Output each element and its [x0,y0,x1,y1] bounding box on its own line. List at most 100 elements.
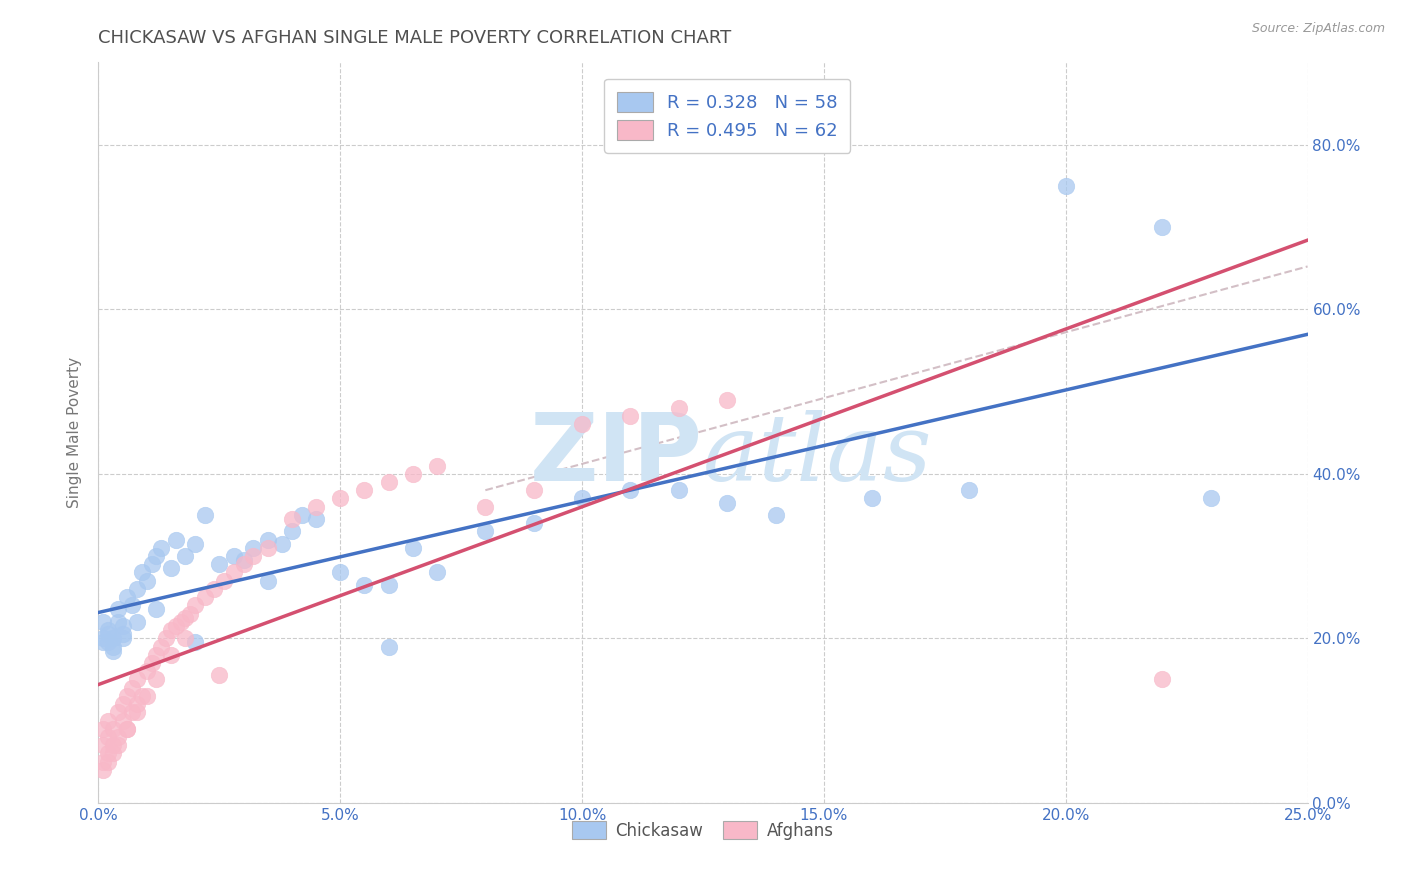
Point [232,558,254,572]
Point [242,549,264,563]
Point [107,738,129,752]
Point [97,627,120,641]
Point [131,689,153,703]
Point [765,508,787,522]
Point [111,632,134,646]
Point [101,738,124,752]
Point [150,640,173,654]
Point [212,574,235,588]
Point [208,558,231,572]
Point [91,722,114,736]
Point [716,495,738,509]
Point [91,635,114,649]
Point [281,524,304,539]
Point [305,512,328,526]
Point [232,553,254,567]
Point [117,590,139,604]
Point [256,541,278,555]
Text: atlas: atlas [703,409,932,500]
Point [571,417,593,432]
Point [474,500,496,514]
Point [131,566,153,580]
Point [135,664,157,678]
Point [165,533,187,547]
Point [155,632,177,646]
Point [101,632,124,646]
Point [145,602,167,616]
Point [222,549,245,563]
Point [107,730,129,744]
Point [619,409,641,424]
Point [184,635,207,649]
Point [222,566,245,580]
Point [127,582,149,596]
Point [184,536,207,550]
Text: ZIP: ZIP [530,409,703,500]
Point [402,541,425,555]
Point [619,483,641,498]
Point [91,763,114,777]
Point [1054,178,1077,193]
Point [111,697,134,711]
Point [111,627,134,641]
Point [141,656,163,670]
Point [169,615,191,629]
Text: Source: ZipAtlas.com: Source: ZipAtlas.com [1251,22,1385,36]
Point [571,491,593,506]
Point [256,574,278,588]
Point [145,549,167,563]
Point [860,491,883,506]
Point [107,615,129,629]
Point [117,722,139,736]
Text: CHICKASAW VS AFGHAN SINGLE MALE POVERTY CORRELATION CHART: CHICKASAW VS AFGHAN SINGLE MALE POVERTY … [98,29,731,47]
Point [271,536,294,550]
Point [1152,673,1174,687]
Point [141,558,163,572]
Point [97,714,120,728]
Point [121,681,143,695]
Point [145,648,167,662]
Point [127,697,149,711]
Point [101,722,124,736]
Point [716,392,738,407]
Point [957,483,980,498]
Point [97,623,120,637]
Point [101,640,124,654]
Point [179,607,201,621]
Point [523,516,546,530]
Point [160,648,183,662]
Point [208,668,231,682]
Point [91,615,114,629]
Point [117,722,139,736]
Point [377,475,399,489]
Point [523,483,546,498]
Point [101,643,124,657]
Point [174,632,197,646]
Point [91,738,114,752]
Point [426,566,449,580]
Point [305,500,328,514]
Point [111,714,134,728]
Point [91,755,114,769]
Point [135,574,157,588]
Point [194,590,217,604]
Point [353,578,375,592]
Point [107,602,129,616]
Point [160,561,183,575]
Point [329,491,352,506]
Point [117,689,139,703]
Point [184,599,207,613]
Point [281,512,304,526]
Point [91,632,114,646]
Point [97,755,120,769]
Point [329,566,352,580]
Point [165,619,187,633]
Point [204,582,226,596]
Point [668,483,690,498]
Y-axis label: Single Male Poverty: Single Male Poverty [67,357,83,508]
Legend: Chickasaw, Afghans: Chickasaw, Afghans [565,814,841,847]
Point [107,706,129,720]
Point [127,706,149,720]
Point [127,673,149,687]
Point [194,508,217,522]
